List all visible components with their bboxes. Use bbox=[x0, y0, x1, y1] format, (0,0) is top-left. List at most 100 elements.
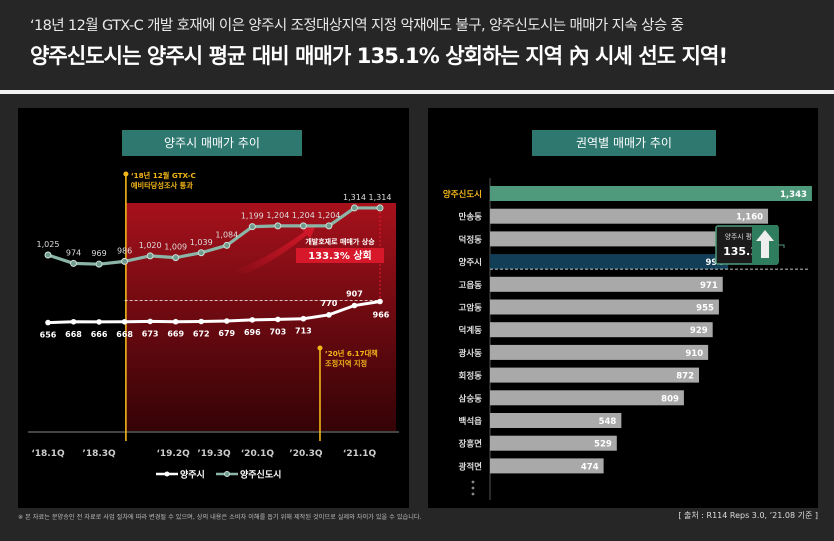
series-new-town-label: 1,204 bbox=[266, 211, 289, 220]
series-new-town-label: 1,009 bbox=[164, 243, 187, 252]
series-yangju-label: 668 bbox=[116, 330, 133, 339]
category-label: 광사동 bbox=[459, 348, 483, 359]
series-yangju-label: 696 bbox=[244, 328, 261, 337]
legend-yangju-marker bbox=[164, 471, 170, 477]
series-new-town-point bbox=[121, 257, 129, 265]
bar-value-label: 548 bbox=[599, 417, 617, 427]
series-yangju-label: 673 bbox=[142, 329, 159, 338]
header-subtitle: ‘18년 12월 GTX-C 개발 호재에 이은 양주시 조정대상지역 지정 악… bbox=[30, 18, 684, 34]
series-yangju-point bbox=[96, 319, 102, 325]
series-new-town-line bbox=[47, 206, 380, 266]
category-label: 덕정동 bbox=[459, 234, 483, 245]
series-yangju-point bbox=[45, 319, 51, 326]
bar-chart: 1,343양주신도시1,160만송동1,088덕정동994양주시971고읍동95… bbox=[443, 178, 812, 500]
series-new-town-label: 974 bbox=[66, 248, 81, 257]
series-yangju-label: 669 bbox=[167, 330, 184, 339]
legend-yangju-label: 양주시 bbox=[180, 469, 205, 481]
more-dots bbox=[471, 492, 475, 496]
series-new-town-label: 1,314 bbox=[343, 193, 366, 202]
series-yangju-point bbox=[326, 312, 332, 318]
bar-value-label: 994 bbox=[706, 258, 724, 268]
bar bbox=[490, 344, 709, 360]
category-label: 덕계동 bbox=[459, 325, 483, 336]
series-new-town-point bbox=[248, 223, 256, 231]
growth-region bbox=[125, 203, 397, 431]
bar-chart-title: 권역별 매매가 추이 bbox=[532, 130, 716, 156]
series-yangju-point bbox=[249, 317, 256, 323]
bar-value-label: 955 bbox=[696, 304, 714, 314]
x-tick-label: ’19.3Q bbox=[197, 449, 231, 459]
series-new-town-point bbox=[44, 251, 52, 259]
series-yangju-point bbox=[70, 318, 77, 325]
series-new-town-point bbox=[95, 260, 103, 268]
series-new-town-label: 1,314 bbox=[369, 193, 392, 202]
up-arrow-icon bbox=[756, 230, 774, 258]
series-yangju-point bbox=[121, 318, 128, 325]
series-yangju-label: 703 bbox=[269, 327, 286, 336]
category-label: 삼숭동 bbox=[459, 393, 483, 404]
series-new-town-point bbox=[146, 252, 154, 260]
event-label-regulation: 조정지역 지정 bbox=[325, 359, 367, 368]
series-yangju-point bbox=[377, 298, 383, 305]
x-tick-label: ‘20.1Q bbox=[241, 449, 275, 459]
bar-value-label: 971 bbox=[700, 281, 718, 291]
event-marker bbox=[317, 345, 323, 351]
footer-source: [ 출처 : R114 Reps 3.0, ‘21.08 기준 ] bbox=[678, 511, 818, 520]
series-yangju-label: 713 bbox=[295, 327, 312, 336]
more-dots bbox=[471, 480, 475, 484]
line-chart-title: 양주시 매매가 추이 bbox=[122, 130, 302, 156]
category-label: 고암동 bbox=[459, 303, 483, 314]
series-yangju-label: 666 bbox=[91, 330, 108, 339]
callout-label: 양주시 평균 比 bbox=[725, 232, 768, 241]
bar bbox=[490, 435, 617, 451]
series-new-town-label: 1,199 bbox=[241, 212, 264, 221]
series-yangju-label: 656 bbox=[40, 331, 57, 340]
series-yangju-label: 672 bbox=[193, 330, 210, 339]
category-label: 고읍동 bbox=[459, 280, 483, 291]
bar-value-label: 809 bbox=[661, 394, 679, 404]
event-label-gtx: ‘18년 12월 GTX-C bbox=[131, 171, 196, 180]
header-divider bbox=[0, 90, 834, 94]
x-tick-label: ’20.3Q bbox=[289, 449, 323, 459]
bar-value-label: 910 bbox=[685, 349, 703, 359]
bar bbox=[490, 413, 622, 428]
category-label: 만송동 bbox=[459, 212, 483, 223]
x-tick-label: ‘18.1Q bbox=[31, 449, 65, 459]
series-new-town-point bbox=[172, 254, 180, 262]
callout-connector bbox=[778, 244, 785, 248]
bar bbox=[490, 299, 719, 315]
page-title: 양주신도시는 양주시 평균 대비 매매가 135.1% 상회하는 지역 內 시세… bbox=[30, 44, 728, 68]
bar-value-label: 872 bbox=[676, 372, 694, 382]
x-tick-label: ‘21.1Q bbox=[343, 449, 377, 459]
series-new-town-label: 986 bbox=[117, 246, 132, 255]
bar bbox=[490, 231, 751, 247]
series-new-town-label: 1,204 bbox=[292, 211, 315, 220]
series-yangju-point bbox=[275, 316, 281, 323]
series-new-town-point bbox=[223, 241, 231, 249]
series-yangju-point bbox=[351, 302, 358, 309]
bar-value-label: 1,343 bbox=[780, 190, 807, 200]
series-new-town-label: 1,084 bbox=[215, 230, 238, 239]
series-new-town-label: 1,039 bbox=[190, 238, 213, 247]
category-label: 양주시 bbox=[459, 257, 482, 268]
event-label-gtx: 예비타당성조사 통과 bbox=[131, 181, 193, 190]
series-new-town-point bbox=[350, 204, 358, 212]
series-yangju-label: 668 bbox=[65, 330, 82, 339]
x-tick-label: ’18.3Q bbox=[82, 449, 116, 459]
series-yangju-label: 966 bbox=[373, 311, 390, 320]
category-label: 광적면 bbox=[459, 461, 483, 472]
series-yangju-label: 907 bbox=[346, 290, 363, 299]
category-label: 장흥면 bbox=[459, 439, 483, 450]
series-new-town-label: 1,204 bbox=[317, 211, 340, 220]
x-tick-label: ‘19.2Q bbox=[156, 449, 190, 459]
series-yangju-point bbox=[223, 318, 230, 324]
series-new-town-point bbox=[325, 222, 333, 230]
bar-value-label: 929 bbox=[690, 326, 708, 336]
bar bbox=[490, 390, 684, 406]
bar bbox=[490, 367, 700, 383]
series-yangju-point bbox=[172, 318, 179, 325]
series-yangju-point bbox=[300, 315, 307, 322]
bar bbox=[490, 186, 812, 201]
bar bbox=[490, 458, 604, 474]
more-dots bbox=[471, 486, 475, 490]
